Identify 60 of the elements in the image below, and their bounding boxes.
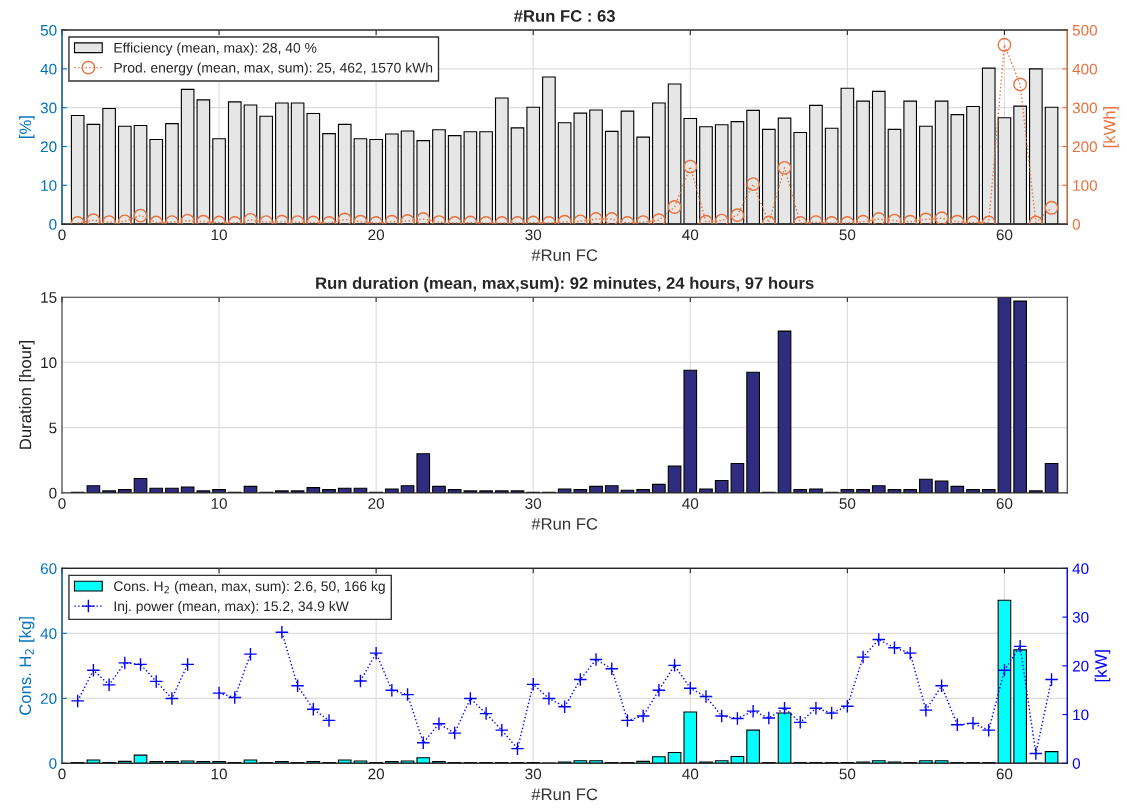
y-tick-label: 40 bbox=[40, 63, 57, 75]
x-axis-title: #Run FC bbox=[531, 249, 598, 262]
x-tick-label: 60 bbox=[996, 229, 1013, 241]
y2-tick-label: 300 bbox=[1072, 102, 1098, 114]
y2-axis-title: [kW] bbox=[1094, 650, 1111, 682]
y-tick-label: 0 bbox=[49, 218, 57, 230]
y2-tick-label: 20 bbox=[1072, 660, 1089, 672]
x-axis-title: #Run FC bbox=[531, 517, 598, 530]
y-tick-label: 0 bbox=[49, 758, 57, 769]
x-axis-title: #Run FC bbox=[531, 788, 598, 801]
x-tick-label: 50 bbox=[839, 229, 856, 241]
x-tick-label: 30 bbox=[525, 768, 542, 780]
x-tick-label: 60 bbox=[996, 498, 1013, 509]
x-tick-label: 30 bbox=[525, 498, 542, 509]
y-axis-title: Duration [hour] bbox=[19, 341, 35, 449]
y2-tick-label: 400 bbox=[1072, 63, 1098, 75]
chart-title: #Run FC : 63 bbox=[513, 10, 615, 22]
x-tick-label: 20 bbox=[368, 229, 385, 241]
y2-tick-label: 40 bbox=[1072, 563, 1089, 575]
x-tick-label: 10 bbox=[211, 498, 227, 509]
y-tick-label: 10 bbox=[41, 357, 57, 369]
y-axis-title: Cons. H$_{2}$ [kg] bbox=[18, 617, 35, 715]
legend-label: Prod. energy (mean, max, sum): 25, 462, 1570 kWh bbox=[114, 62, 433, 76]
y2-tick-label: 0 bbox=[1072, 758, 1081, 769]
x-tick-label: 40 bbox=[682, 229, 699, 241]
y2-tick-label: 100 bbox=[1073, 180, 1098, 191]
y-tick-label: 15 bbox=[41, 292, 57, 303]
x-tick-label: 50 bbox=[839, 498, 856, 509]
y2-tick-label: 10 bbox=[1073, 709, 1089, 721]
legend-label: Efficiency (mean, max): 28, 40 % bbox=[114, 42, 317, 56]
y-tick-label: 0 bbox=[49, 487, 57, 499]
y2-tick-label: 200 bbox=[1072, 141, 1098, 153]
x-tick-label: 10 bbox=[211, 768, 227, 780]
x-tick-label: 10 bbox=[211, 229, 227, 241]
x-tick-label: 50 bbox=[839, 768, 856, 780]
x-tick-label: 60 bbox=[996, 768, 1013, 780]
y-tick-label: 60 bbox=[40, 563, 57, 575]
chart-title: Run duration (mean, max,sum): 92 minutes, 24 hours, 97 hours bbox=[316, 276, 814, 293]
x-tick-label: 40 bbox=[682, 498, 699, 509]
x-tick-label: 0 bbox=[58, 229, 66, 241]
x-tick-label: 0 bbox=[58, 498, 66, 509]
y-axis-title: [%] bbox=[19, 116, 35, 138]
x-tick-label: 40 bbox=[682, 768, 699, 780]
y-tick-label: 50 bbox=[40, 24, 57, 36]
y-tick-label: 40 bbox=[40, 628, 57, 640]
y2-axis-title: [kWh] bbox=[1103, 106, 1119, 148]
legend-label: Cons. H$_{2}$ (mean, max, sum): 2.6, 50, 166 kg bbox=[114, 580, 385, 594]
legend-label: Inj. power (mean, max): 15.2, 34.9 kW bbox=[114, 600, 349, 614]
y-tick-label: 20 bbox=[40, 693, 57, 705]
y2-tick-label: 500 bbox=[1072, 24, 1098, 36]
x-tick-label: 20 bbox=[368, 768, 385, 780]
y-tick-label: 10 bbox=[41, 180, 57, 191]
y2-tick-label: 0 bbox=[1072, 218, 1081, 230]
y-tick-label: 20 bbox=[40, 141, 57, 153]
x-tick-label: 0 bbox=[58, 768, 66, 780]
y2-tick-label: 30 bbox=[1072, 611, 1089, 623]
x-tick-label: 20 bbox=[368, 498, 385, 509]
x-tick-label: 30 bbox=[525, 229, 542, 241]
y-tick-label: 30 bbox=[40, 102, 57, 114]
y-tick-label: 5 bbox=[49, 422, 57, 434]
